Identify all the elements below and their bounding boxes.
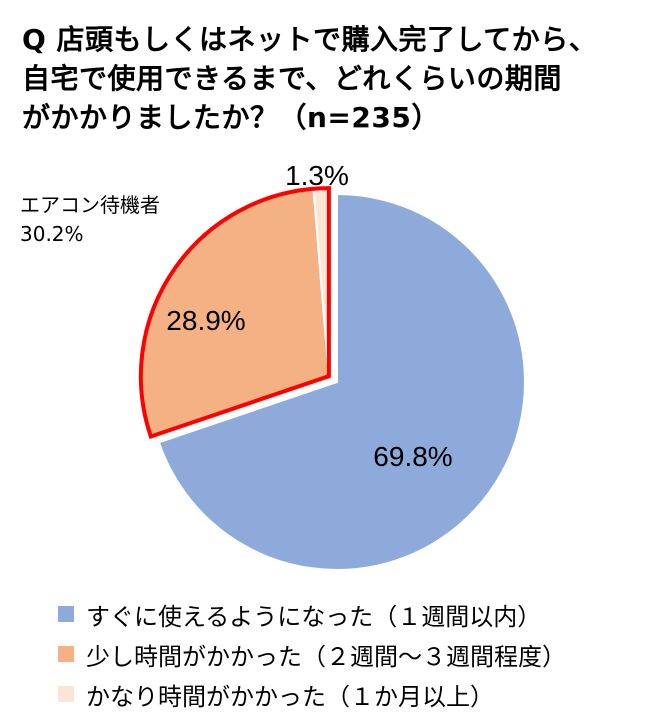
group-annotation-label: エアコン待機者 bbox=[20, 193, 160, 217]
legend-swatch bbox=[58, 686, 74, 702]
pie-slice bbox=[157, 192, 526, 571]
title-line-2: 自宅で使用できるまで、どれくらいの期間 bbox=[22, 62, 562, 95]
pie-slices: 69.8% 28.9% 1.3% bbox=[138, 160, 526, 571]
data-label: 69.8% bbox=[373, 441, 452, 472]
group-highlight-outline bbox=[138, 186, 331, 440]
legend: すぐに使えるようになった（１週間以内） 少し時間がかかった（２週間〜３週間程度）… bbox=[58, 594, 566, 714]
legend-label: かなり時間がかかった（１か月以上） bbox=[86, 682, 494, 711]
group-annotation-value: 30.2% bbox=[20, 222, 84, 246]
legend-label: 少し時間がかかった（２週間〜３週間程度） bbox=[86, 642, 566, 671]
data-label: 1.3% bbox=[285, 160, 349, 191]
legend-label: すぐに使えるようになった（１週間以内） bbox=[86, 602, 542, 631]
title-line-1: Q 店頭もしくはネットで購入完了してから、 bbox=[22, 23, 598, 56]
data-label: 28.9% bbox=[166, 305, 245, 336]
legend-swatch bbox=[58, 606, 74, 622]
legend-item: すぐに使えるようになった（１週間以内） bbox=[58, 594, 566, 634]
legend-swatch bbox=[58, 646, 74, 662]
legend-item: 少し時間がかかった（２週間〜３週間程度） bbox=[58, 634, 566, 674]
chart-title: Q 店頭もしくはネットで購入完了してから、 自宅で使用できるまで、どれくらいの期… bbox=[22, 20, 658, 137]
group-annotation: エアコン待機者 30.2% bbox=[20, 193, 160, 246]
legend-item: かなり時間がかかった（１か月以上） bbox=[58, 674, 566, 714]
title-line-3: がかかりましたか？（n=235） bbox=[22, 101, 440, 134]
